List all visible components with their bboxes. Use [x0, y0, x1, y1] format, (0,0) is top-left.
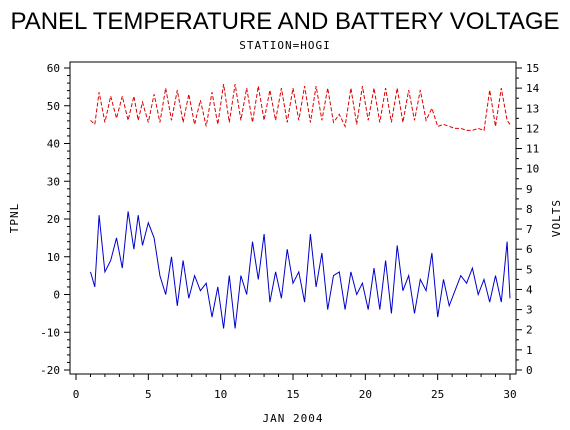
left-tick-label: 0 [53, 289, 60, 302]
right-tick-label: 14 [526, 82, 540, 95]
right-tick-label: 9 [526, 183, 533, 196]
right-tick-label: 0 [526, 364, 533, 377]
x-tick-label: 10 [214, 388, 227, 401]
right-tick-label: 8 [526, 203, 533, 216]
left-tick-label: 50 [47, 100, 60, 113]
left-tick-label: 40 [47, 138, 60, 151]
right-tick-label: 4 [526, 283, 533, 296]
right-tick-label: 2 [526, 324, 533, 337]
right-tick-label: 13 [526, 102, 539, 115]
chart-subtitle: STATION=HOGI [239, 39, 330, 52]
y-right-axis-label: VOLTS [550, 199, 563, 237]
left-tick-label: 20 [47, 213, 60, 226]
left-tick-label: 10 [47, 251, 60, 264]
x-tick-label: 20 [359, 388, 372, 401]
right-tick-label: 7 [526, 223, 533, 236]
right-tick-label: 15 [526, 62, 539, 75]
series-line-volts [90, 84, 511, 132]
x-tick-label: 15 [286, 388, 299, 401]
x-axis-label: JAN 2004 [263, 412, 324, 425]
right-tick-label: 1 [526, 344, 533, 357]
left-tick-label: -10 [40, 326, 60, 339]
left-tick-label: 30 [47, 175, 60, 188]
x-tick-label: 25 [431, 388, 444, 401]
plot-frame [69, 61, 517, 375]
left-tick-label: 60 [47, 62, 60, 75]
right-tick-label: 3 [526, 304, 533, 317]
left-tick-label: -20 [40, 364, 60, 377]
series-layer [90, 84, 511, 329]
series-line-tpnl [90, 211, 511, 329]
right-tick-label: 10 [526, 163, 539, 176]
right-tick-label: 12 [526, 122, 539, 135]
x-tick-label: 5 [145, 388, 152, 401]
chart-title: PANEL TEMPERATURE AND BATTERY VOLTAGE [10, 8, 559, 35]
x-tick-label: 30 [503, 388, 516, 401]
x-axis: 0 5 10 15 20 25 30 [73, 374, 517, 401]
y-left-axis-label: TPNL [8, 203, 21, 234]
x-tick-label: 0 [73, 388, 80, 401]
right-tick-label: 11 [526, 143, 539, 156]
left-axis: -20 -10 0 10 20 30 40 50 60 [40, 62, 70, 377]
right-tick-label: 6 [526, 243, 533, 256]
right-tick-label: 5 [526, 263, 533, 276]
